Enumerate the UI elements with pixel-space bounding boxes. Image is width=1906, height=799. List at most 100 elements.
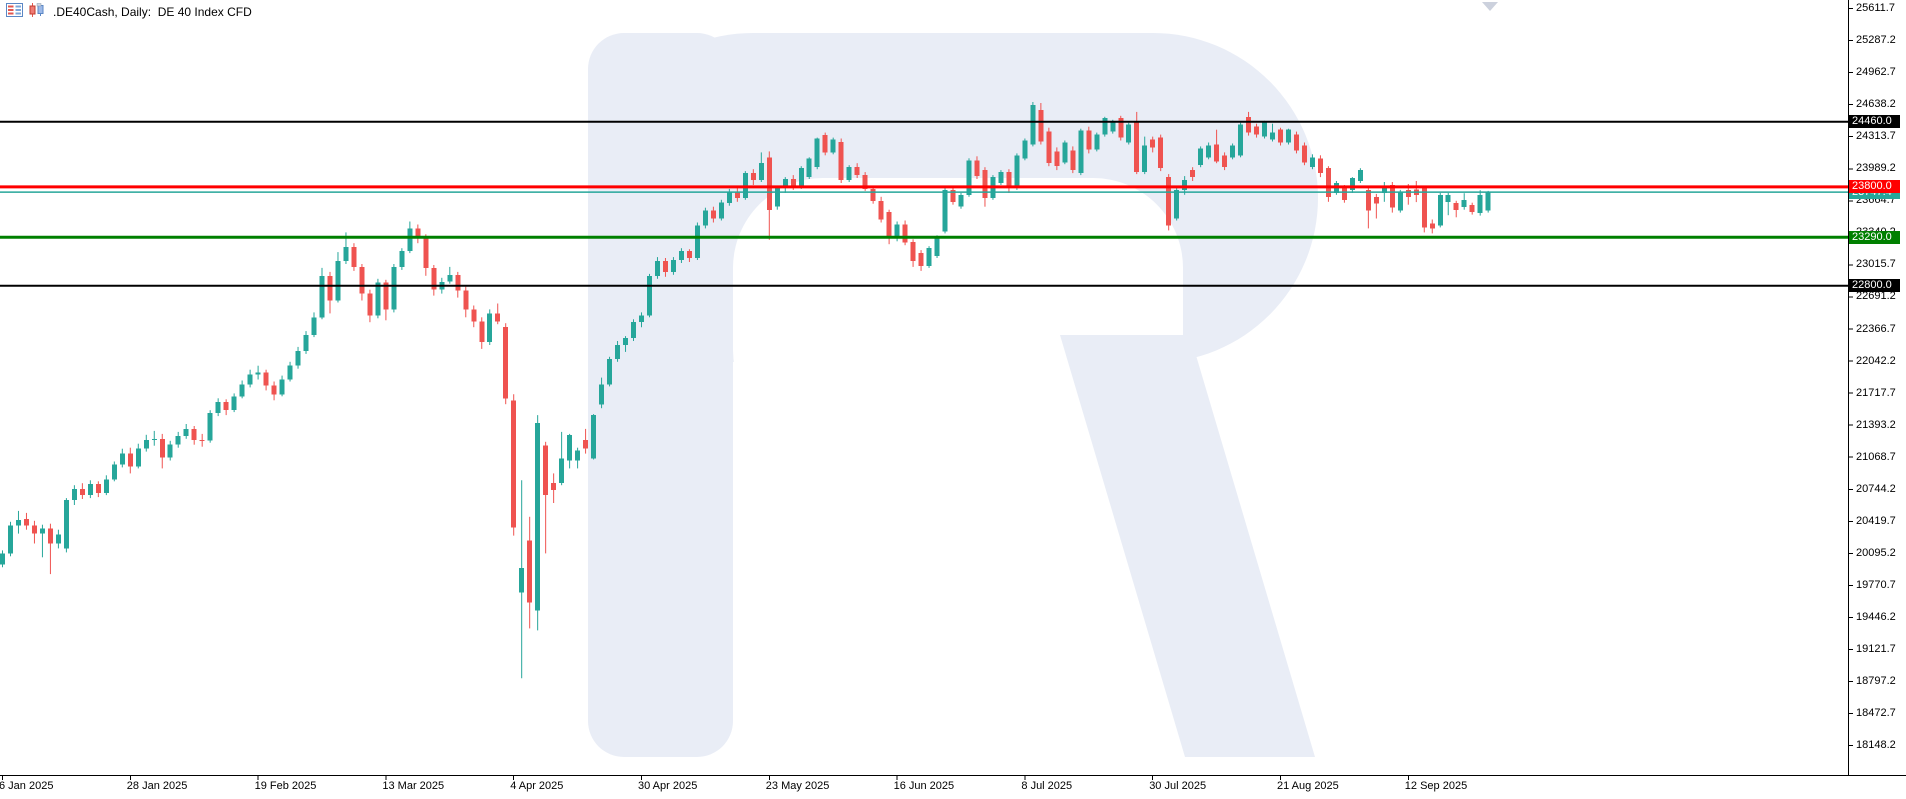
candle [1397, 189, 1403, 213]
candle [535, 415, 541, 631]
candle [607, 356, 612, 387]
candle [854, 163, 860, 178]
price-tick-label: 21717.7 [1856, 386, 1896, 399]
candle [527, 516, 533, 629]
candle [167, 440, 173, 461]
candle [519, 480, 525, 679]
candle [1030, 102, 1036, 147]
candle [974, 156, 980, 179]
candle [143, 434, 149, 452]
price-tick-label: 20419.7 [1856, 514, 1896, 527]
candle [1174, 187, 1180, 221]
date-tick-label: 19 Feb 2025 [254, 780, 317, 792]
candle [71, 485, 77, 505]
candle [1206, 142, 1212, 160]
candle [758, 152, 764, 182]
candle [1214, 129, 1220, 164]
candle [1302, 142, 1307, 166]
candle [103, 475, 109, 496]
time-axis[interactable]: 6 Jan 2025 28 Jan 2025 19 Feb 2025 13 Mar 2… [0, 775, 1906, 799]
candle [806, 157, 812, 179]
date-tick-label: 16 Jun 2025 [893, 780, 955, 792]
candle [1349, 177, 1355, 193]
candle [1118, 115, 1124, 141]
candle [1126, 122, 1132, 145]
candle [447, 266, 453, 284]
price-axis[interactable]: 25611.7 25287.2 24962.7 24638.2 24313.7 23989… [1848, 0, 1906, 775]
candle [32, 520, 37, 544]
candle [119, 448, 125, 468]
price-tick-label: 24638.2 [1856, 98, 1896, 111]
candle [1421, 185, 1427, 233]
candle [1230, 143, 1236, 160]
price-tick-label: 25611.7 [1856, 2, 1895, 14]
candle [631, 319, 636, 341]
candle [782, 177, 788, 193]
candle [998, 170, 1004, 185]
candle [1310, 154, 1315, 170]
candle [247, 369, 253, 388]
candle [686, 249, 692, 262]
candle [830, 137, 836, 155]
candle [1078, 128, 1084, 176]
price-tick-label: 21393.2 [1856, 418, 1896, 431]
candle [359, 264, 365, 301]
price-tick-label: 18148.2 [1856, 739, 1896, 752]
candle [918, 250, 924, 271]
candle [263, 369, 269, 391]
candle [1014, 153, 1020, 190]
watermark-logo [588, 33, 1318, 757]
candle [127, 447, 133, 474]
candle [207, 410, 213, 443]
candle [0, 550, 5, 568]
price-tick-label: 23015.7 [1856, 258, 1896, 271]
candle [463, 286, 469, 318]
candle [1150, 136, 1156, 153]
candle [1485, 190, 1491, 213]
candle [1062, 140, 1068, 165]
candle [55, 529, 61, 549]
candle [647, 273, 652, 318]
candle [16, 510, 21, 534]
candle [639, 312, 644, 328]
price-level-badge: 23800.0 [1849, 180, 1900, 193]
candle [1198, 146, 1204, 168]
candle [495, 303, 501, 325]
candle [583, 428, 589, 454]
candle [599, 377, 605, 409]
candle [543, 441, 549, 554]
price-tick-label: 24313.7 [1856, 130, 1896, 143]
candle [615, 341, 620, 362]
candle [47, 523, 53, 575]
candle [1158, 134, 1164, 172]
date-tick-label: 13 Mar 2025 [382, 780, 445, 792]
chart-title: .DE40Cash, Daily: DE 40 Index CFD [53, 5, 252, 19]
candle [750, 169, 756, 185]
candles-layer [0, 102, 1491, 679]
date-tick-label: 4 Apr 2025 [510, 780, 564, 792]
candle [183, 424, 189, 439]
candle [1453, 200, 1459, 218]
candle [774, 185, 780, 210]
date-tick-label: 30 Apr 2025 [638, 780, 698, 792]
price-level-badge: 23290.0 [1849, 231, 1900, 244]
candle [191, 426, 197, 445]
candle [327, 271, 333, 314]
candle [838, 138, 844, 183]
candle [471, 305, 477, 328]
candlestick-chart-icon[interactable] [28, 2, 45, 22]
market-watch-icon[interactable] [6, 2, 23, 22]
price-tick-label: 20744.2 [1856, 482, 1896, 495]
candle [1365, 186, 1371, 229]
candle [1286, 128, 1291, 145]
price-tick-label: 23989.2 [1856, 162, 1896, 175]
candle [559, 431, 565, 486]
candle [734, 187, 740, 202]
candle [663, 258, 668, 277]
price-level-badge: 22800.0 [1849, 279, 1900, 292]
candle [1294, 131, 1299, 154]
candle [503, 323, 509, 405]
candle [934, 235, 940, 258]
candle [1429, 219, 1435, 234]
